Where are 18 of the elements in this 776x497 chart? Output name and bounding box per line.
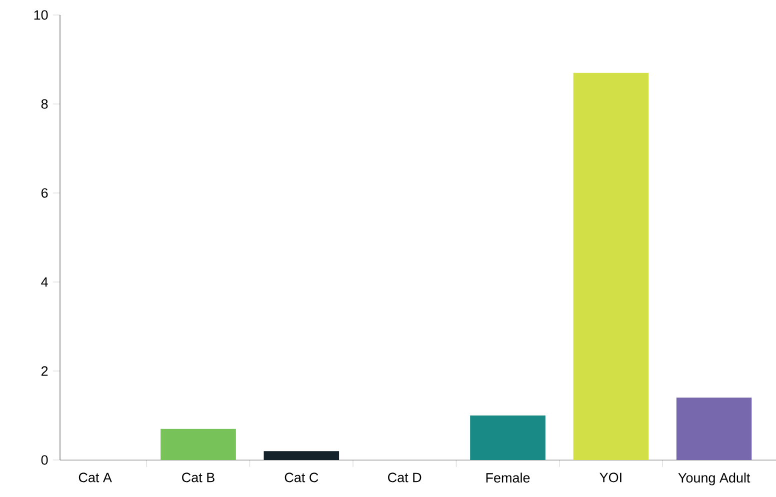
y-tick-label: 10 — [34, 10, 48, 20]
bar — [470, 415, 546, 460]
y-tick-label: 8 — [41, 99, 48, 109]
y-tick-label: 6 — [41, 188, 48, 198]
x-tick-label: Cat A — [78, 472, 112, 482]
y-tick-label: 0 — [41, 455, 48, 465]
x-tick-label: Female — [486, 472, 530, 483]
x-tick-label: Cat B — [182, 472, 214, 482]
bar — [160, 428, 236, 460]
bar — [573, 72, 649, 460]
bar — [676, 398, 752, 460]
x-tick-label: YOI — [600, 472, 622, 482]
bar — [264, 451, 340, 460]
x-tick-label: Young Adult — [678, 472, 750, 486]
x-tick-label: Cat C — [284, 472, 318, 482]
y-tick-label: 4 — [41, 277, 48, 287]
y-tick-label: 2 — [41, 366, 48, 376]
x-tick-label: Cat D — [388, 472, 422, 482]
